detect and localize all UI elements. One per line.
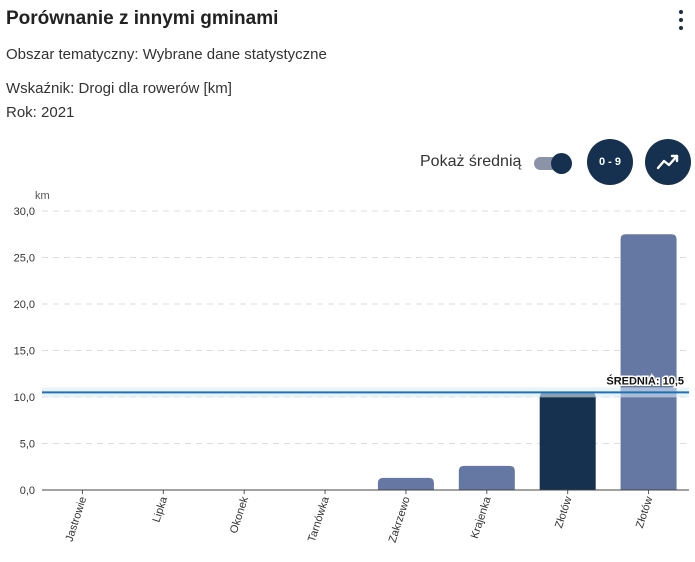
y-tick-label: 20,0 (14, 299, 35, 311)
y-tick-label: 25,0 (14, 253, 35, 265)
x-tick-label: Okonek (228, 495, 251, 535)
bar (458, 465, 515, 490)
bar (377, 477, 434, 490)
x-tick-label: Krajenka (469, 494, 494, 540)
year: Rok: 2021 (6, 104, 75, 121)
y-tick-label: 15,0 (14, 346, 35, 358)
more-vertical-icon[interactable] (674, 8, 688, 32)
x-tick-label: Jastrowie (64, 495, 90, 543)
x-tick-label: Tarnówka (306, 494, 332, 543)
page-title: Porównanie z innymi gminami (6, 8, 279, 29)
bar (620, 234, 677, 490)
toggle-knob (551, 153, 572, 174)
bar (539, 392, 596, 490)
range-button[interactable]: 0 - 9 (587, 139, 633, 185)
x-tick-label: Zakrzewo (387, 495, 413, 544)
y-tick-label: 0,0 (20, 485, 35, 497)
x-tick-label: Lipka (151, 494, 171, 524)
thematic-area: Obszar tematyczny: Wybrane dane statysty… (6, 46, 327, 63)
x-tick-label: Złotów (634, 495, 655, 530)
indicator: Wskaźnik: Drogi dla rowerów [km] (6, 80, 232, 97)
range-button-label: 0 - 9 (598, 156, 621, 168)
average-label: ŚREDNIA: 10,5 (606, 374, 684, 387)
trend-line-icon (656, 154, 679, 170)
y-tick-label: 30,0 (14, 206, 35, 218)
show-average-toggle[interactable] (534, 153, 572, 174)
trend-button[interactable] (645, 139, 691, 185)
x-tick-label: Złotów (553, 495, 574, 530)
show-average-label: Pokaż średnią (420, 153, 522, 170)
y-axis-unit: km (35, 190, 50, 202)
y-tick-label: 5,0 (20, 439, 35, 451)
bar-chart: km 0,0 5,0 10,0 15,0 20,0 25,0 30,0 Jastrowie Lip… (14, 190, 689, 544)
y-tick-label: 10,0 (14, 392, 35, 404)
